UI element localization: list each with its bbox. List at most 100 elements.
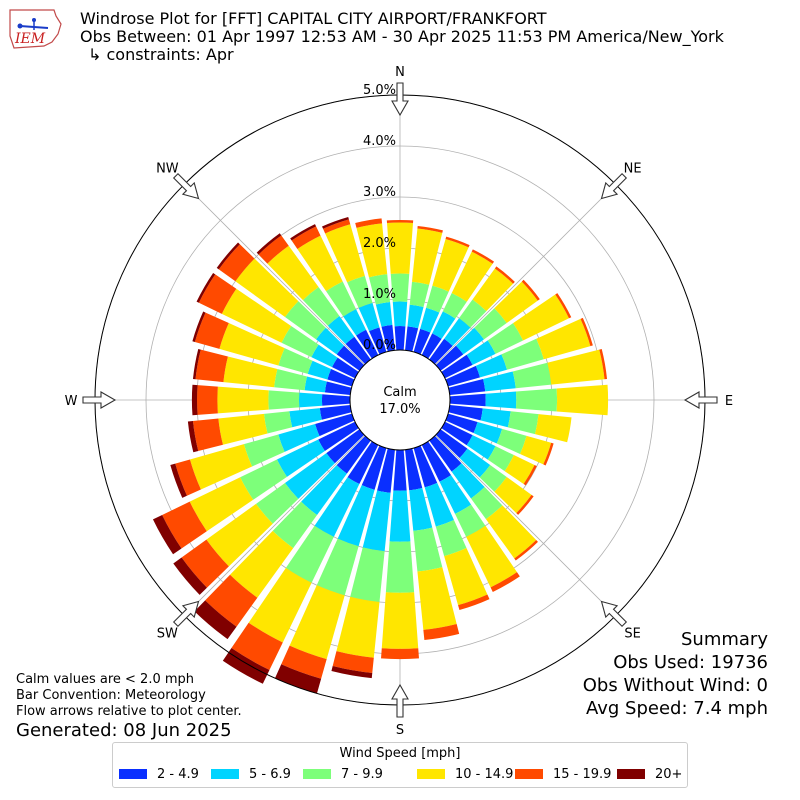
wind-bar-segment [248,567,312,643]
wind-bar-segment [490,572,520,592]
wind-bar-segment [216,242,240,270]
calm-value: 17.0% [379,402,420,417]
wind-bar-segment [332,357,359,379]
flow-arrow-icon [391,82,409,117]
wind-bar-segment [432,311,456,339]
wind-bar-segment [189,444,253,490]
wind-bar-segment [480,408,511,428]
wind-bar-segment [435,520,467,557]
wind-bar-segment [289,408,322,428]
wind-bar-segment [459,448,491,478]
wind-bar-segment [580,317,593,347]
wind-bar-segment [323,219,351,234]
wind-bar-segment [472,268,514,312]
wind-bar-segment [448,378,486,395]
obs-without-wind: Obs Without Wind: 0 [582,675,768,696]
wind-bar-segment [543,442,554,466]
wind-bar-segment [448,405,483,421]
wind-bar-segment [459,299,487,328]
wind-bar-segment [494,476,532,514]
wind-bar-segment [444,318,471,346]
wind-bar-segment [222,648,270,684]
calm-label: Calm [383,385,416,400]
wind-bar-segment [192,311,206,342]
wind-bar-segment [392,301,408,327]
wind-bar-segment [368,274,391,305]
wind-bar-segment [258,235,289,264]
wind-bar-segment [243,434,285,467]
obs-used: Obs Used: 19736 [613,652,768,673]
constraints-label: ↳ constraints: Apr [88,45,234,64]
wind-bar-segment [350,547,385,602]
wind-bar-segment [521,279,540,301]
flow-arrows-note: Flow arrows relative to plot center. [16,704,242,719]
wind-bar-segment [256,233,282,255]
wind-bar-segment [381,592,419,649]
wind-bar-segment [512,362,552,389]
wind-bar-segment [445,236,470,248]
generated-date: Generated: 08 Jun 2025 [16,720,232,741]
wind-bar-segment [321,394,351,406]
wind-bar-segment [421,441,452,482]
wind-bar-segment [316,327,345,355]
wind-bar-segment [267,245,319,301]
legend-label: 10 - 14.9 [455,767,514,782]
wind-bar-segment [485,391,517,409]
wind-bar-segment [449,393,486,407]
wind-bar-segment [451,463,485,499]
wind-bar-segment [326,281,357,317]
wind-bar-segment [409,488,433,531]
logo-text: IEM [14,31,46,47]
wind-bar-segment [501,338,544,370]
wind-bar-segment [336,596,380,658]
wind-bar-segment [455,327,484,355]
wind-bar-segment [405,326,419,352]
legend-item: 5 - 6.9 [211,767,291,782]
wind-bar-segment [426,285,449,313]
wind-bar-segment [487,323,524,354]
legend-item: 10 - 14.9 [417,767,513,782]
wind-bar-segment [417,567,457,630]
legend-swatch [303,769,331,779]
wind-bar-segment [194,312,229,349]
wind-bar-segment [516,494,534,515]
wind-bar-segment [496,428,527,454]
wind-bar-segment [196,272,216,303]
wind-bar-segment [263,411,293,434]
wind-bar-segment [218,244,255,282]
wind-bar-segment [439,475,472,514]
wind-bar-segment [405,448,423,491]
wind-bar-segment [284,453,335,499]
flow-arrow-icon [683,391,718,409]
wind-bar-segment [409,281,430,308]
wind-bar-segment [421,333,442,359]
wind-bar-segment [191,384,198,416]
wind-bar-segment [316,538,359,596]
wind-bar-segment [377,448,395,493]
wind-bar-segment [381,324,395,352]
wind-bar-segment [170,463,187,498]
legend-item: 15 - 19.9 [515,767,611,782]
wind-bar-segment [181,539,229,588]
wind-bar-segment [375,302,393,327]
flow-arrow-icon [600,600,628,628]
wind-bar-segment [494,281,538,324]
wind-bar-segment [219,323,285,366]
wind-bar-segment [385,541,415,593]
wind-bar-segment [536,318,591,360]
wind-bar-segment [387,222,413,274]
wind-bar-segment [466,435,496,460]
wind-bar-segment [407,304,424,329]
wind-bar-segment [256,482,299,524]
wind-bar-segment [442,292,467,319]
wind-bar-segment [507,411,539,435]
wind-bar-segment [301,465,347,516]
wind-bar-segment [394,326,406,351]
wind-bar-segment [483,371,516,392]
wind-bar-segment [513,294,569,341]
iem-logo: IEM [4,6,64,52]
wind-bar-segment [223,356,278,388]
wind-bar-segment [441,421,473,446]
grid-spoke [184,435,365,616]
wind-bar-segment [471,249,495,264]
